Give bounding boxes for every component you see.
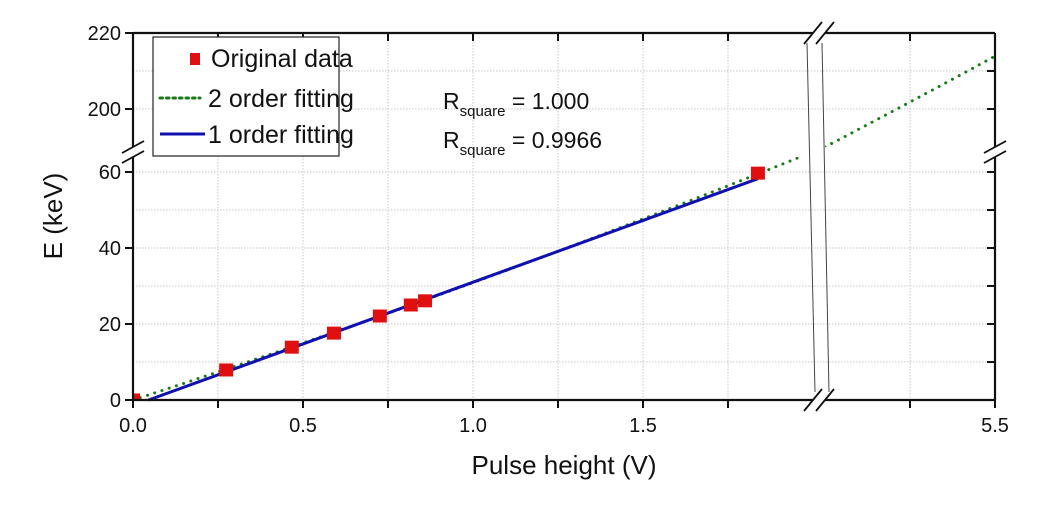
y-tick-label: 60 (99, 162, 121, 184)
axis-break-mark (815, 21, 835, 45)
legend-label-2-order: 2 order fitting (208, 85, 354, 113)
x-tick-label: 0.5 (289, 415, 317, 437)
data-point (750, 166, 765, 180)
fit-2-order-line-segment (825, 54, 995, 147)
y-tick-label: 200 (88, 99, 121, 121)
legend: Original data 2 order fitting 1 order fi… (152, 36, 354, 157)
data-point (372, 309, 387, 323)
annotation-rsquare-2-order: Rsquare = 1.000 (443, 88, 589, 120)
x-tick-label: 1.5 (629, 415, 657, 437)
legend-box (152, 36, 340, 157)
series-layer (133, 54, 995, 402)
x-axis-title: Pulse height (V) (472, 450, 657, 480)
axis-break-mark (983, 140, 1007, 154)
legend-label-1-order: 1 order fitting (208, 121, 354, 149)
y-tick-label: 20 (99, 314, 121, 336)
data-point (219, 363, 234, 377)
y-axis-title: E (keV) (38, 173, 68, 260)
axes (121, 21, 1007, 412)
data-point (403, 298, 418, 312)
axis-break-mark (803, 21, 823, 45)
legend-marker-original-data (190, 53, 200, 65)
fit-2-order-line-segment (133, 157, 805, 400)
data-point (418, 294, 433, 308)
break-band-line (806, 42, 816, 393)
y-tick-label: 40 (99, 238, 121, 260)
data-point (284, 340, 299, 354)
tick-labels: 0.0 0.5 1.0 1.5 5.5 0 20 40 60 200 220 (88, 23, 1009, 437)
x-tick-label: 0.0 (119, 415, 147, 437)
fit-1-order-line (147, 177, 759, 402)
y-tick-label: 0 (110, 390, 121, 412)
y-tick-label: 220 (88, 23, 121, 45)
axis-break-mark (803, 388, 823, 412)
axis-break-mark (121, 150, 145, 164)
legend-label-original-data: Original data (211, 45, 353, 73)
x-tick-label: 1.0 (459, 415, 487, 437)
annotation-rsquare-1-order: Rsquare = 0.9966 (443, 127, 602, 159)
data-point (133, 393, 140, 400)
break-band-line (821, 42, 830, 393)
grid (133, 33, 995, 400)
axis-break-mark (815, 388, 835, 412)
axis-break-mark (121, 140, 145, 154)
data-point (326, 326, 341, 340)
axis-break-mark (983, 150, 1007, 164)
x-tick-label: 5.5 (981, 415, 1009, 437)
